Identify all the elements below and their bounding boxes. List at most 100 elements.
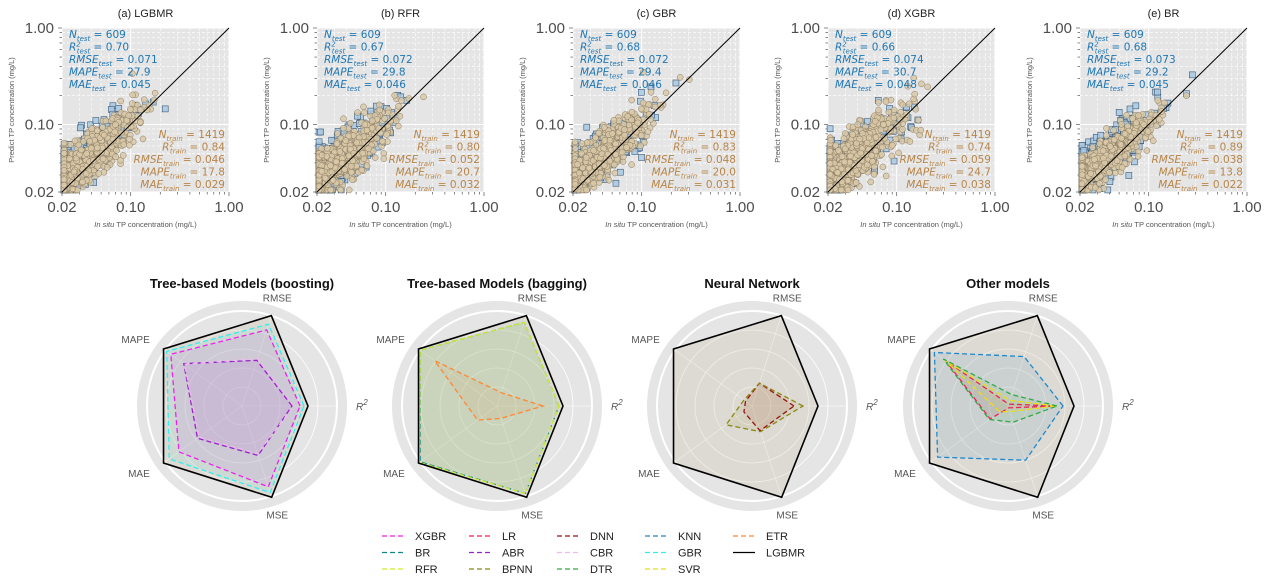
train-point	[86, 137, 93, 145]
train-point	[572, 145, 579, 152]
y-tick-label: 0.10	[280, 117, 309, 134]
train-point	[651, 95, 659, 103]
train-point	[837, 186, 845, 194]
train-point	[318, 168, 326, 175]
test-point	[612, 179, 620, 187]
x-tick-label: 0.02	[47, 199, 76, 216]
x-tick-label: 0.02	[558, 199, 587, 216]
train-point	[571, 138, 579, 146]
test-stat-mae: MAEtest = 0.046	[580, 79, 662, 93]
train-point	[638, 105, 645, 113]
train-point	[345, 186, 353, 194]
train-point	[379, 137, 386, 145]
train-point	[109, 135, 117, 143]
test-point	[92, 117, 100, 124]
train-point	[875, 99, 882, 106]
train-point	[892, 135, 900, 143]
x-tick-label: 1.00	[214, 199, 243, 216]
train-point	[634, 119, 641, 127]
y-tick-label: 0.02	[536, 184, 565, 201]
train-point	[150, 96, 158, 104]
train-point	[662, 89, 670, 97]
y-tick-label: 0.02	[791, 184, 820, 201]
train-point	[327, 186, 334, 194]
train-point	[354, 109, 361, 116]
train-point	[841, 158, 848, 166]
train-point	[857, 149, 864, 157]
train-point	[94, 163, 101, 170]
train-point	[924, 83, 931, 91]
test-point	[317, 128, 324, 136]
train-point	[333, 158, 340, 166]
train-point	[99, 155, 107, 163]
train-point	[888, 152, 896, 160]
train-point	[78, 146, 85, 154]
x-tick-label: 0.10	[371, 199, 400, 216]
train-point	[363, 162, 371, 169]
train-point	[129, 70, 136, 77]
test-point	[315, 138, 323, 146]
train-point	[94, 144, 101, 152]
train-point	[398, 97, 405, 104]
train-point	[128, 100, 136, 107]
train-point	[912, 105, 919, 113]
y-tick-label: 1.00	[25, 20, 54, 37]
train-point	[628, 108, 636, 116]
train-point	[102, 117, 110, 125]
train-point	[574, 161, 581, 168]
train-point	[612, 140, 619, 148]
train-point	[112, 153, 119, 161]
train-point	[628, 96, 635, 104]
train-point	[842, 145, 849, 153]
train-point	[360, 103, 367, 111]
train-point	[336, 148, 344, 155]
train-point	[606, 136, 614, 144]
train-point	[127, 106, 134, 113]
x-tick-label: 1.00	[469, 199, 498, 216]
train-point	[120, 141, 128, 148]
train-point	[318, 151, 326, 159]
train-point	[324, 145, 331, 152]
train-stat-mae: MAEtrain = 0.038	[906, 179, 991, 193]
train-point	[347, 119, 354, 127]
train-point	[585, 164, 593, 172]
train-point	[838, 153, 846, 160]
train-point	[623, 144, 630, 151]
train-point	[119, 152, 127, 159]
train-point	[571, 181, 579, 188]
train-point	[880, 121, 887, 128]
train-point	[918, 80, 925, 88]
y-tick-label: 0.02	[280, 184, 309, 201]
train-point	[867, 178, 874, 186]
y-tick-label: 0.10	[25, 117, 54, 134]
y-tick-label: 0.02	[25, 184, 54, 201]
train-point	[847, 152, 854, 160]
train-point	[391, 92, 398, 99]
y-tick-label: 1.00	[791, 20, 820, 37]
train-point	[79, 178, 86, 186]
train-point	[380, 155, 388, 162]
train-point	[340, 115, 347, 122]
train-point	[95, 170, 103, 177]
train-point	[371, 154, 379, 161]
train-point	[905, 100, 913, 108]
train-stat-mae: MAEtrain = 0.032	[395, 179, 480, 193]
train-point	[126, 141, 133, 149]
train-point	[826, 160, 834, 167]
x-tick-label: 0.02	[302, 199, 331, 216]
train-point	[875, 106, 882, 114]
train-point	[826, 171, 834, 178]
train-point	[151, 89, 159, 97]
train-point	[125, 112, 132, 119]
train-point	[117, 97, 124, 105]
train-point	[609, 130, 616, 137]
train-point	[383, 131, 390, 138]
train-point	[359, 149, 366, 157]
train-point	[126, 135, 133, 143]
panel-title: (a) LGBMR	[118, 8, 174, 20]
